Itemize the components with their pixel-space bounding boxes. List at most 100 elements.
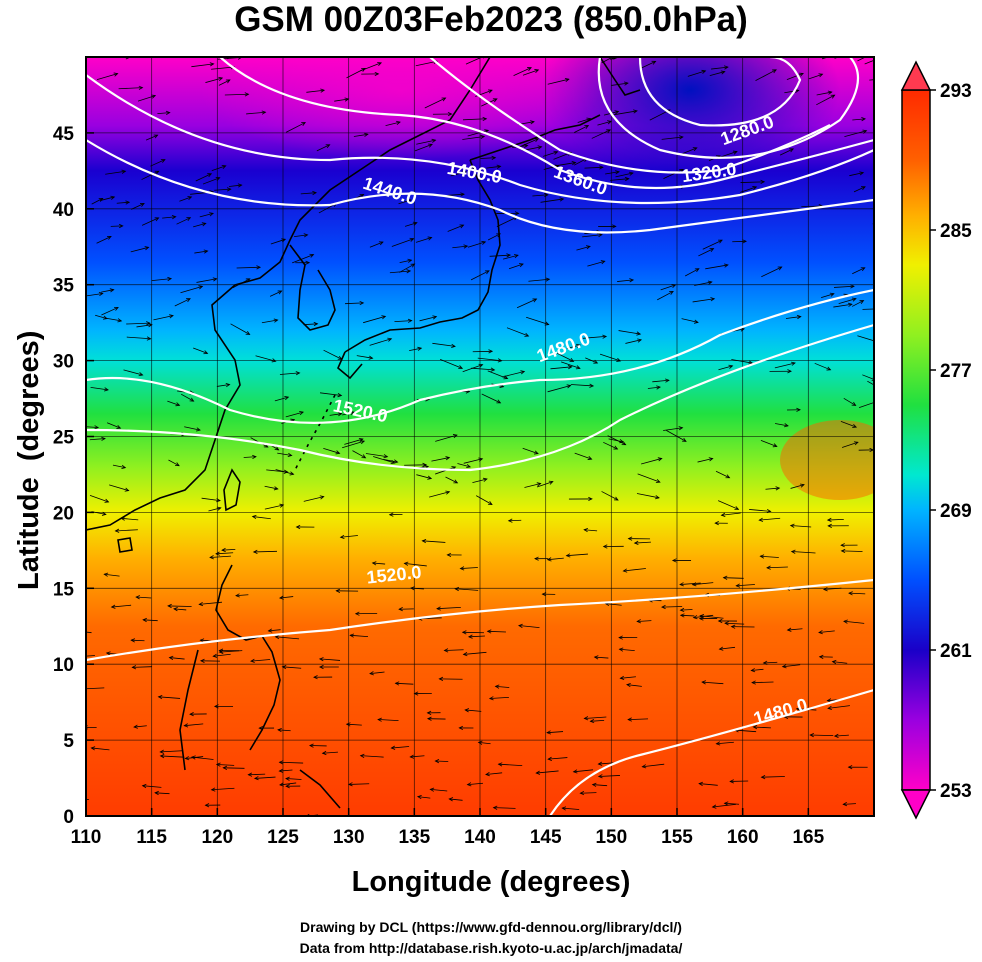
streamline [303,323,318,326]
streamline-arrow [237,183,243,188]
streamline [294,234,308,238]
streamline [216,552,234,555]
streamline-arrow [842,802,848,807]
streamline-arrow [144,246,150,251]
streamline [246,111,266,115]
streamline [852,118,866,121]
streamline-arrow [651,60,657,65]
streamline-arrow [876,400,880,403]
streamline-arrow [772,443,778,448]
streamline [834,734,849,737]
streamline-arrow [795,706,801,712]
streamline [322,751,338,754]
streamline [716,741,734,745]
streamline [218,79,231,86]
streamline [852,267,865,275]
streamline [391,238,414,247]
streamline-arrow [827,523,832,528]
streamline [173,608,187,611]
streamline-arrow [534,69,540,74]
streamline-arrow [273,318,279,323]
streamline [463,458,483,464]
streamline-arrow [169,314,174,319]
streamline [110,225,123,227]
streamline-arrow [656,385,661,390]
streamline [566,553,588,557]
streamline [566,344,581,350]
colorbar-tick-label: 253 [940,781,972,802]
streamline-arrow [497,762,503,767]
streamline-arrow [466,463,472,469]
streamline-arrow [204,803,210,808]
streamline-arrow [212,277,218,282]
streamline-arrow [698,781,704,786]
y-tick-label: 5 [63,731,74,752]
streamline-arrow [784,423,789,428]
streamline-arrow [627,536,633,541]
streamline-arrow [614,110,620,115]
streamline [89,494,109,503]
streamline [342,411,355,416]
streamline-arrow [840,543,845,548]
streamline-arrow [622,568,628,573]
streamline-arrow [503,375,509,380]
streamline-arrow [840,548,846,554]
streamline [323,447,340,454]
streamline-arrow [225,79,231,84]
streamline-arrow [359,300,365,306]
streamline-arrow [160,159,166,163]
streamline [112,464,126,469]
x-tick-label: 145 [530,827,562,848]
streamline [323,349,342,360]
streamline [195,173,212,182]
streamline-arrow [859,171,865,176]
streamline [169,657,185,660]
y-axis-label: Latitude (degrees) [13,330,45,590]
streamline [210,555,231,558]
streamline [193,222,206,228]
streamline-arrow [572,769,578,774]
streamline [524,483,541,488]
streamline [787,628,803,631]
streamline-arrow [750,668,756,673]
streamline [86,631,92,634]
streamline-arrow [157,694,163,700]
streamline-arrow [742,239,747,244]
streamline-arrow [167,603,172,609]
streamline-arrow [827,705,832,711]
streamline-arrow [725,474,731,479]
streamline [248,773,266,776]
streamline-arrow [720,512,726,517]
streamline [176,217,191,225]
streamline-arrow [715,741,721,746]
streamline-arrow [875,340,879,343]
streamline [774,362,796,369]
streamline-arrow [514,211,520,216]
streamline-arrow [518,263,524,268]
streamline [574,452,592,460]
streamline-arrow [407,318,413,323]
streamline-arrow [482,477,488,482]
streamline-arrow [789,148,795,153]
streamline [641,458,662,465]
streamline-arrow [209,555,214,560]
streamline-arrow [691,582,697,587]
streamline-arrow [427,236,433,241]
streamline-arrow [714,521,719,526]
streamline [841,550,863,552]
streamline-arrow [116,424,122,429]
streamline-arrow [709,248,715,252]
streamline [471,367,495,371]
streamline-arrow [718,646,724,651]
streamline-arrow [445,490,451,495]
streamline [715,470,730,479]
streamline [105,317,122,322]
streamline-arrow [657,457,663,462]
streamline [853,186,866,193]
streamline [843,397,856,406]
streamline [615,172,634,178]
streamline [465,57,484,65]
streamline-arrow [615,170,620,175]
streamline-arrow [74,798,78,801]
streamline-arrow [82,654,86,657]
